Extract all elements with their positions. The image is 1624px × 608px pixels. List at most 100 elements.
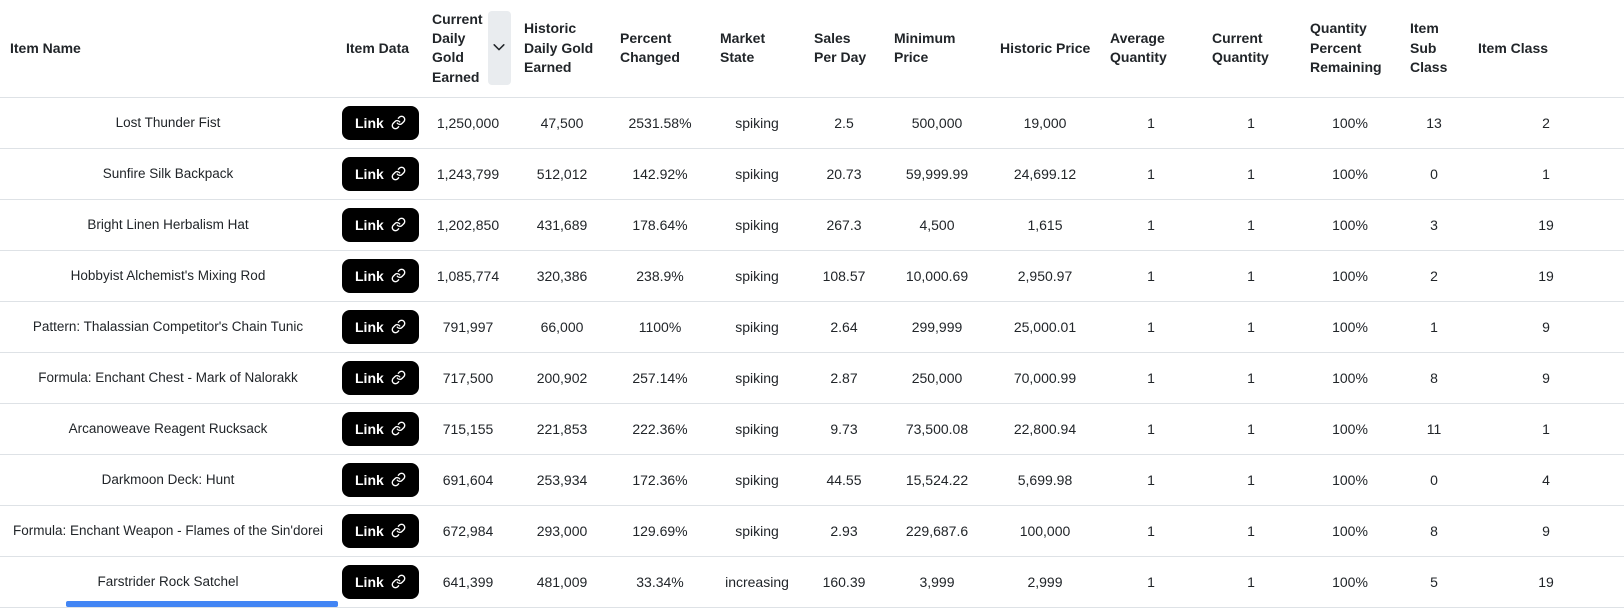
item-link-button-label: Link — [355, 267, 384, 284]
column-header-percent-changed[interactable]: Percent Changed — [610, 0, 710, 98]
historic-price-cell: 24,699.12 — [990, 148, 1100, 200]
sort-current-daily-gold-button[interactable] — [487, 11, 511, 86]
current-daily-gold-earned-cell: 672,984 — [422, 505, 514, 557]
minimum-price-cell: 3,999 — [884, 556, 990, 608]
average-quantity-cell: 1 — [1100, 505, 1202, 557]
item-link-button[interactable]: Link — [342, 207, 419, 242]
historic-daily-gold-earned-cell: 47,500 — [514, 97, 610, 149]
current-quantity-cell: 1 — [1202, 250, 1300, 302]
table-row: Darkmoon Deck: Hunt Link 691,604 253,934 172… — [0, 454, 1624, 506]
item-data-cell: Link — [336, 352, 422, 404]
historic-daily-gold-earned-cell: 253,934 — [514, 454, 610, 506]
current-quantity-cell: 1 — [1202, 403, 1300, 455]
item-link-button[interactable]: Link — [342, 462, 419, 497]
column-header-sales-per-day[interactable]: Sales Per Day — [804, 0, 884, 98]
item-link-button[interactable]: Link — [342, 105, 419, 140]
sales-per-day-cell: 160.39 — [804, 556, 884, 608]
column-header-item-sub-class[interactable]: Item Sub Class — [1400, 0, 1468, 98]
column-header-current-quantity[interactable]: Current Quantity — [1202, 0, 1300, 98]
current-daily-gold-earned-cell: 1,250,000 — [422, 97, 514, 149]
header-row: Item Name Item Data Current Daily Gold E… — [0, 0, 1624, 98]
item-link-button[interactable]: Link — [342, 513, 419, 548]
historic-daily-gold-earned-cell: 293,000 — [514, 505, 610, 557]
link-icon — [391, 115, 406, 130]
quantity-percent-remaining-cell: 100% — [1300, 454, 1400, 506]
sales-per-day-cell: 9.73 — [804, 403, 884, 455]
item-data-cell: Link — [336, 199, 422, 251]
current-daily-gold-earned-cell: 1,085,774 — [422, 250, 514, 302]
percent-changed-cell: 129.69% — [610, 505, 710, 557]
percent-changed-cell: 257.14% — [610, 352, 710, 404]
current-quantity-cell: 1 — [1202, 97, 1300, 149]
table-row: Formula: Enchant Weapon - Flames of the … — [0, 505, 1624, 557]
minimum-price-cell: 500,000 — [884, 97, 990, 149]
item-data-cell: Link — [336, 250, 422, 302]
item-link-button[interactable]: Link — [342, 258, 419, 293]
item-link-button[interactable]: Link — [342, 156, 419, 191]
quantity-percent-remaining-cell: 100% — [1300, 403, 1400, 455]
current-daily-gold-earned-cell: 715,155 — [422, 403, 514, 455]
column-header-historic-price[interactable]: Historic Price — [990, 0, 1100, 98]
item-sub-class-cell: 3 — [1400, 199, 1468, 251]
link-icon — [391, 574, 406, 589]
column-header-item-data[interactable]: Item Data — [336, 0, 422, 98]
historic-price-cell: 70,000.99 — [990, 352, 1100, 404]
table-body: Lost Thunder Fist Link 1,250,000 47,500 2531… — [0, 97, 1624, 608]
percent-changed-cell: 142.92% — [610, 148, 710, 200]
quantity-percent-remaining-cell: 100% — [1300, 97, 1400, 149]
link-icon — [391, 217, 406, 232]
link-icon — [391, 370, 406, 385]
percent-changed-cell: 172.36% — [610, 454, 710, 506]
market-state-cell: spiking — [710, 505, 804, 557]
item-class-cell: 9 — [1468, 505, 1624, 557]
quantity-percent-remaining-cell: 100% — [1300, 199, 1400, 251]
item-data-cell: Link — [336, 454, 422, 506]
table-row: Arcanoweave Reagent Rucksack Link 715,155 2… — [0, 403, 1624, 455]
item-data-cell: Link — [336, 301, 422, 353]
item-sub-class-cell: 5 — [1400, 556, 1468, 608]
average-quantity-cell: 1 — [1100, 199, 1202, 251]
sales-per-day-cell: 20.73 — [804, 148, 884, 200]
item-name-cell: Sunfire Silk Backpack — [0, 148, 336, 200]
minimum-price-cell: 229,687.6 — [884, 505, 990, 557]
item-link-button[interactable]: Link — [342, 309, 419, 344]
link-icon — [391, 472, 406, 487]
item-link-button[interactable]: Link — [342, 564, 419, 599]
item-sub-class-cell: 11 — [1400, 403, 1468, 455]
column-header-item-class[interactable]: Item Class — [1468, 0, 1624, 98]
table-row: Hobbyist Alchemist's Mixing Rod Link 1,085… — [0, 250, 1624, 302]
item-link-button[interactable]: Link — [342, 411, 419, 446]
item-sub-class-cell: 13 — [1400, 97, 1468, 149]
percent-changed-cell: 2531.58% — [610, 97, 710, 149]
column-header-average-quantity[interactable]: Average Quantity — [1100, 0, 1202, 98]
item-link-button-label: Link — [355, 114, 384, 131]
quantity-percent-remaining-cell: 100% — [1300, 352, 1400, 404]
column-header-historic-daily-gold-earned[interactable]: Historic Daily Gold Earned — [514, 0, 610, 98]
item-link-button[interactable]: Link — [342, 360, 419, 395]
historic-price-cell: 1,615 — [990, 199, 1100, 251]
column-header-item-name[interactable]: Item Name — [0, 0, 336, 98]
market-state-cell: spiking — [710, 301, 804, 353]
chevron-down-icon — [492, 40, 506, 57]
item-name-cell: Darkmoon Deck: Hunt — [0, 454, 336, 506]
table-row: Lost Thunder Fist Link 1,250,000 47,500 2531… — [0, 97, 1624, 149]
historic-price-cell: 100,000 — [990, 505, 1100, 557]
item-link-button-label: Link — [355, 216, 384, 233]
market-state-cell: spiking — [710, 454, 804, 506]
historic-daily-gold-earned-cell: 320,386 — [514, 250, 610, 302]
column-header-market-state[interactable]: Market State — [710, 0, 804, 98]
current-quantity-cell: 1 — [1202, 148, 1300, 200]
item-data-cell: Link — [336, 148, 422, 200]
column-header-quantity-percent-remaining[interactable]: Quantity Percent Remaining — [1300, 0, 1400, 98]
horizontal-scrollbar-thumb[interactable] — [66, 601, 338, 607]
current-daily-gold-earned-cell: 691,604 — [422, 454, 514, 506]
column-header-current-daily-gold-earned[interactable]: Current Daily Gold Earned — [422, 0, 514, 98]
column-header-minimum-price[interactable]: Minimum Price — [884, 0, 990, 98]
current-daily-gold-earned-cell: 641,399 — [422, 556, 514, 608]
historic-price-cell: 25,000.01 — [990, 301, 1100, 353]
link-icon — [391, 268, 406, 283]
item-sub-class-cell: 0 — [1400, 148, 1468, 200]
sales-per-day-cell: 2.64 — [804, 301, 884, 353]
current-daily-gold-earned-cell: 791,997 — [422, 301, 514, 353]
item-name-cell: Farstrider Rock Satchel — [0, 556, 336, 608]
